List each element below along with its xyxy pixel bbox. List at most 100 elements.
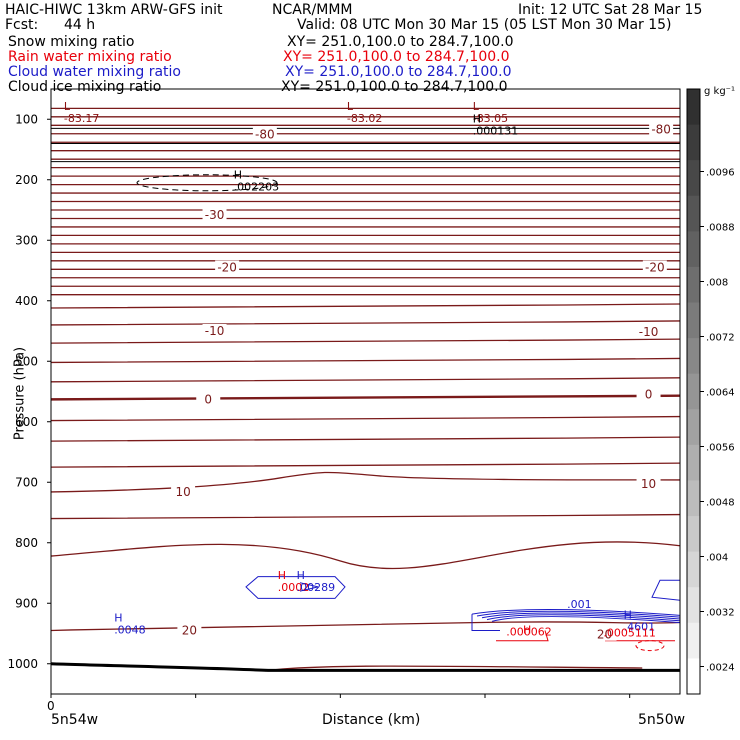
y-tick-label: 1000 [7, 657, 38, 671]
temperature-label: 0 [204, 392, 212, 406]
colorbar-swatch [687, 409, 700, 446]
label-bg [202, 324, 227, 337]
contour-value-label: .001 [567, 598, 592, 611]
isotherm-line [264, 665, 643, 672]
isotherm-line [50, 415, 681, 422]
colorbar-label: .0024 [706, 663, 735, 674]
isotherm-line [50, 621, 681, 632]
colorbar-label: .0096 [706, 168, 735, 179]
rain-contour [496, 630, 549, 642]
isotherm-line [50, 320, 681, 326]
plot-border [50, 88, 681, 695]
y-tick-label: 400 [15, 294, 38, 308]
temperature-label: -20 [217, 260, 237, 274]
colorbar-label: .0048 [706, 498, 735, 509]
label-bg [196, 392, 221, 406]
contour-value-label: .000062 [506, 625, 552, 638]
extremum-value: -83.05 [473, 112, 508, 125]
isotherm-line [50, 394, 681, 401]
field-cloudice-xy: XY= 251.0,100.0 to 284.7,100.0 [281, 79, 508, 95]
field-snow-xy: XY= 251.0,100.0 to 284.7,100.0 [287, 34, 514, 50]
extremum-value: .0048 [114, 623, 146, 636]
y-tick-label: 600 [15, 415, 38, 429]
isotherm-line [50, 303, 681, 309]
extremum-marker: L [64, 100, 71, 113]
colorbar-swatch [687, 373, 700, 410]
extremum-marker: L [473, 100, 480, 113]
label-bg [592, 627, 617, 641]
isotherm-line [50, 338, 681, 344]
label-bg [642, 260, 667, 274]
colorbar-swatch [687, 658, 700, 695]
y-tick-label: 200 [15, 173, 38, 187]
y-tick-label: 800 [15, 536, 38, 550]
valid-time: Valid: 08 UTC Mon 30 Mar 15 (05 LST Mon … [297, 17, 672, 33]
field-cloudwater-xy: XY= 251.0,100.0 to 284.7,100.0 [285, 64, 512, 80]
temperature-isotherms [50, 107, 681, 672]
label-bg [252, 127, 277, 141]
x-axis-title: Distance (km) [322, 712, 421, 728]
extremum-marker: H [523, 624, 531, 637]
extremum-marker: L [347, 100, 354, 113]
temperature-label: 20 [182, 623, 197, 637]
y-tick-label: 900 [15, 596, 38, 610]
extremum-marker: H [473, 112, 481, 125]
org-label: NCAR/MMM [272, 2, 353, 18]
colorbar-swatch [687, 516, 700, 553]
extremum-value: .002203 [234, 181, 280, 194]
fcst-label: Fcst: [5, 17, 39, 33]
cloud-ice-contour [136, 174, 278, 192]
cloud-water-contour-right [651, 579, 681, 601]
extremum-marker: H [114, 611, 122, 624]
ground-surface-line [50, 662, 680, 672]
temperature-label: -80 [255, 127, 275, 141]
field-rain-name: Rain water mixing ratio [8, 49, 172, 65]
y-tick-label: 300 [15, 233, 38, 247]
contour-value-label: .0005111 [603, 627, 656, 640]
label-bg [171, 484, 196, 498]
temperature-label: 10 [175, 485, 190, 499]
temperature-label: -30 [205, 208, 225, 222]
isotherm-line [50, 377, 681, 383]
extremum-value: -83.02 [347, 112, 382, 125]
label-bg [636, 325, 661, 339]
label-bg [636, 387, 661, 401]
cloud-water-contour-band [481, 612, 681, 620]
extremum-value: .0002 [278, 581, 310, 594]
colorbar-swatch [687, 231, 700, 268]
cloud-water-contour-inner [299, 582, 319, 592]
temperature-label: -20 [645, 260, 665, 274]
colorbar-swatch [687, 444, 700, 481]
isotherm-line [50, 462, 681, 468]
extremum-value: .000131 [473, 124, 518, 137]
colorbar-label: .0072 [706, 333, 735, 344]
field-snow-name: Snow mixing ratio [8, 34, 135, 50]
colorbar-swatch [687, 622, 700, 659]
colorbar-label: .004 [706, 553, 728, 564]
extremum-marker: H [278, 569, 286, 582]
cloud-water-contour [245, 576, 346, 599]
colorbar-label: .008 [706, 278, 728, 289]
y-tick-label: 500 [15, 354, 38, 368]
colorbar-swatch [687, 302, 700, 339]
colorbar-label: .0032 [706, 608, 735, 619]
x-origin-label: 0 [47, 699, 55, 713]
label-bg [202, 207, 227, 221]
colorbar-swatch [687, 160, 700, 197]
rain-contour-dashed [635, 640, 665, 652]
isotherm-line [50, 471, 681, 493]
field-cloudice-name: Cloud ice mixing ratio [8, 79, 162, 95]
cloud-water-contour-band [491, 616, 681, 624]
colorbar-label: .0064 [706, 388, 735, 399]
extremum-value: -83.17 [64, 112, 99, 125]
colorbar-swatch [687, 89, 700, 126]
y-tick-label: 700 [15, 475, 38, 489]
colorbar-label: .0056 [706, 443, 735, 454]
y-axis-title: Pressure (hPa) [12, 346, 28, 441]
temperature-label: 20 [597, 628, 612, 642]
label-bg [649, 122, 674, 136]
isotherm-line [50, 513, 681, 520]
cloud-water-contour-edge [471, 614, 500, 631]
